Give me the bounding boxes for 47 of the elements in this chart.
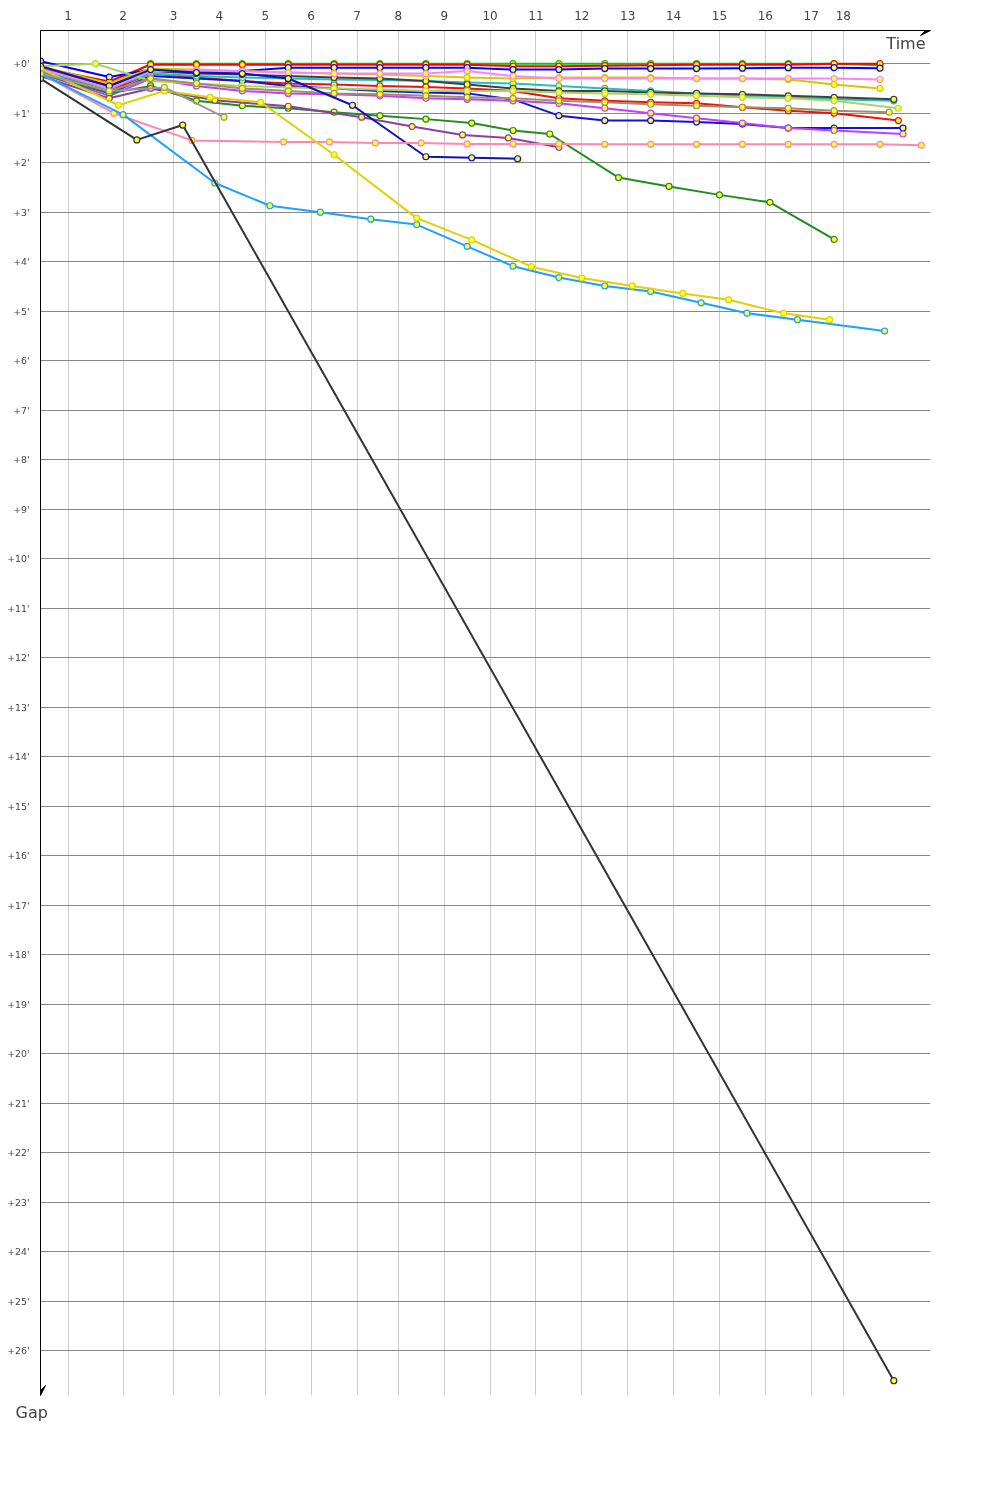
y-tick-label: +5' bbox=[13, 305, 30, 317]
x-tick-label: 14 bbox=[665, 8, 682, 23]
x-tick-label: 11 bbox=[528, 8, 544, 23]
y-tick-label: +15' bbox=[7, 800, 30, 812]
y-axis-title: Gap bbox=[15, 1402, 48, 1422]
y-tick-label: +7' bbox=[13, 404, 30, 416]
y-tick-label: +16' bbox=[7, 850, 30, 862]
y-tick-label: +13' bbox=[7, 701, 30, 713]
y-tick-label: +6' bbox=[13, 355, 30, 367]
x-tick-label: 4 bbox=[215, 8, 224, 23]
x-tick-label: 6 bbox=[307, 8, 315, 23]
y-tick-label: +20' bbox=[7, 1048, 30, 1060]
x-tick-label: 9 bbox=[440, 8, 449, 23]
y-tick-label: +22' bbox=[7, 1147, 30, 1159]
y-tick-label: +8' bbox=[13, 454, 30, 466]
y-tick-label: +12' bbox=[7, 652, 30, 664]
y-tick-label: +0' bbox=[13, 58, 30, 70]
y-tick-label: +17' bbox=[7, 899, 30, 911]
y-tick-label: +2' bbox=[13, 157, 30, 169]
y-tick-label: +9' bbox=[13, 503, 30, 515]
x-tick-label: 16 bbox=[757, 8, 773, 23]
y-tick-label: +3' bbox=[13, 206, 30, 218]
y-tick-label: +23' bbox=[7, 1196, 30, 1208]
y-tick-label: +25' bbox=[7, 1295, 30, 1307]
x-tick-label: 1 bbox=[64, 8, 72, 23]
x-tick-label: 17 bbox=[803, 8, 819, 23]
x-axis-title: Time bbox=[885, 33, 926, 53]
x-tick-label: 12 bbox=[574, 8, 590, 23]
y-tick-label: +19' bbox=[7, 998, 30, 1010]
y-tick-label: +4' bbox=[13, 256, 30, 268]
x-tick-label: 15 bbox=[711, 8, 728, 23]
x-tick-label: 13 bbox=[620, 8, 636, 23]
x-tick-label: 18 bbox=[835, 8, 851, 23]
x-tick-label: 5 bbox=[261, 8, 270, 23]
y-tick-label: +1' bbox=[13, 107, 30, 119]
y-tick-label: +10' bbox=[7, 553, 30, 565]
x-tick-label: 7 bbox=[353, 8, 361, 23]
x-tick-label: 3 bbox=[169, 8, 178, 23]
y-tick-label: +11' bbox=[7, 602, 30, 614]
y-tick-label: +18' bbox=[7, 949, 30, 961]
y-tick-label: +14' bbox=[7, 751, 30, 763]
y-tick-label: +26' bbox=[7, 1345, 30, 1357]
y-tick-label: +21' bbox=[7, 1097, 30, 1109]
x-tick-label: 2 bbox=[119, 8, 127, 23]
y-tick-label: +24' bbox=[7, 1246, 30, 1258]
x-tick-label: 8 bbox=[394, 8, 403, 23]
x-tick-label: 10 bbox=[482, 8, 498, 23]
